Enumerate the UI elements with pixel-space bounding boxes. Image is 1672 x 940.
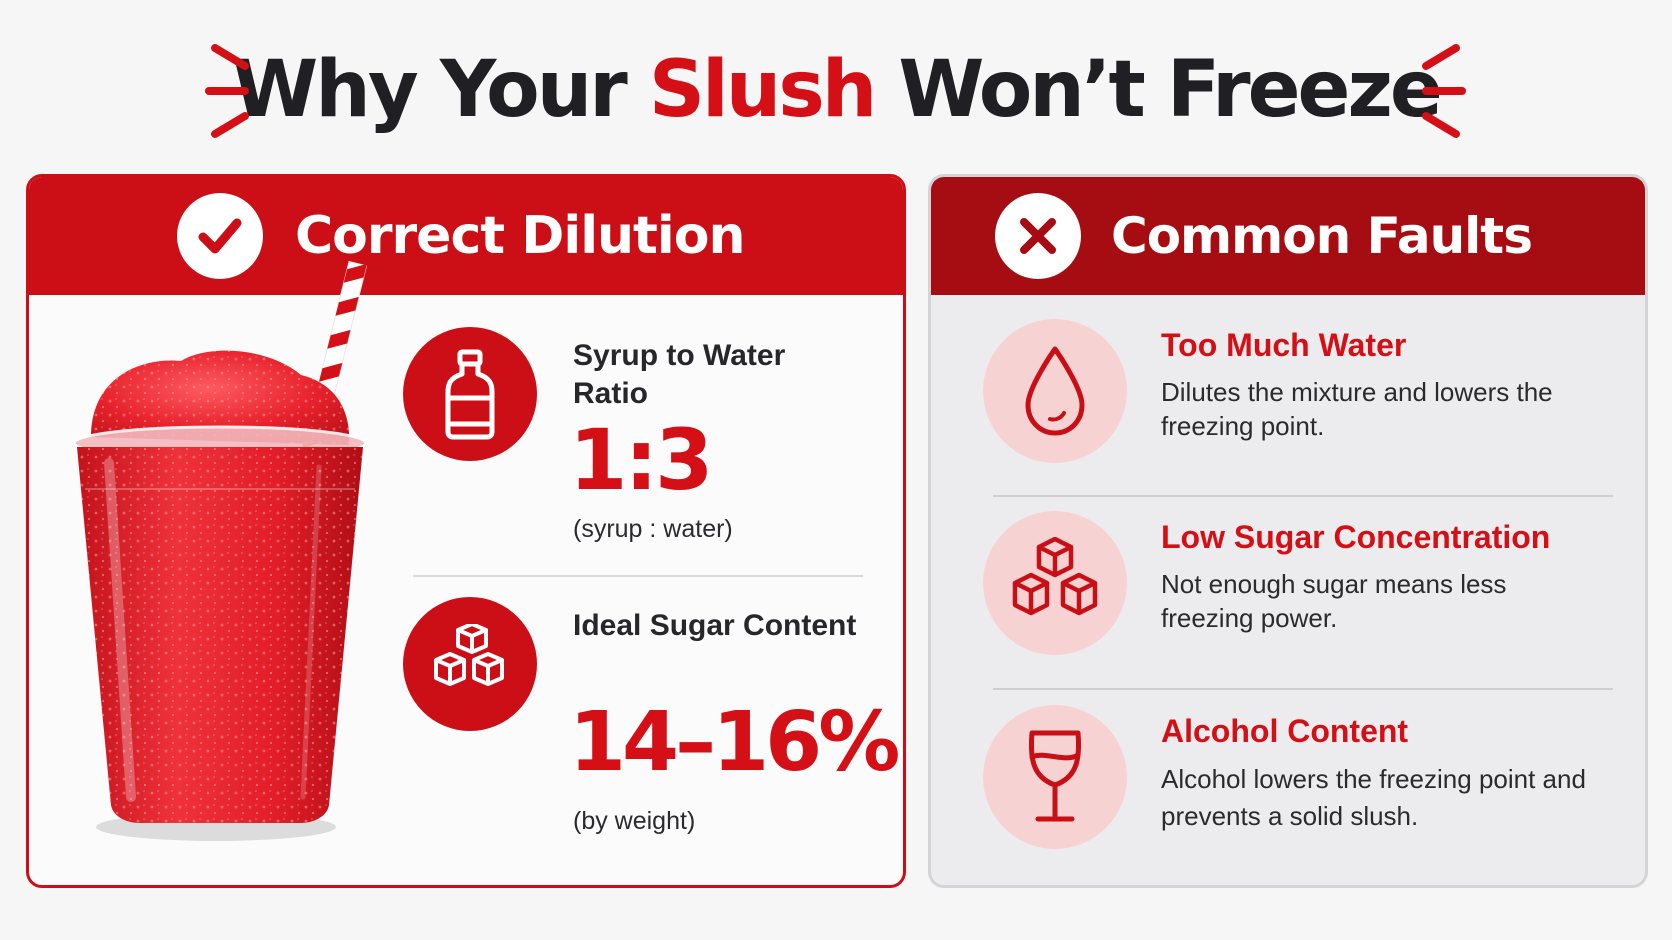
correct-dilution-header: Correct Dilution <box>29 177 903 295</box>
page-title: Why Your Slush Won’t Freeze <box>232 45 1443 135</box>
spec-sugar-note: (by weight) <box>573 807 696 835</box>
fault-description: Alcohol lowers the freezing point and pr… <box>1161 764 1586 831</box>
title-accent: Slush <box>648 45 877 135</box>
fault-description: Dilutes the mixture and lowers the freez… <box>1161 377 1553 441</box>
common-faults-header: Common Faults <box>931 177 1645 295</box>
spec-ratio-label: Syrup to Water Ratio <box>573 339 786 410</box>
water-drop-icon <box>983 319 1127 463</box>
bottle-icon <box>403 327 537 461</box>
checkmark-icon <box>177 193 263 279</box>
fault-divider <box>993 495 1613 497</box>
common-faults-panel: Common Faults Too Much Water Dilutes the… <box>928 174 1648 888</box>
spec-ratio-note: (syrup : water) <box>573 515 733 543</box>
fault-title: Too Much Water <box>1161 327 1407 363</box>
fault-alcohol: Alcohol Content Alcohol lowers the freez… <box>983 705 1623 855</box>
x-icon <box>995 193 1081 279</box>
burst-right-icon <box>1422 44 1466 138</box>
fault-divider <box>993 688 1613 690</box>
spec-ratio-value: 1:3 <box>569 411 713 509</box>
fault-description: Not enough sugar means less freezing pow… <box>1161 569 1507 633</box>
title-part-1: Why Your <box>232 45 649 135</box>
title-part-2: Won’t Freeze <box>874 45 1442 135</box>
spec-sugar-value: 14–16% <box>569 695 900 790</box>
fault-title: Low Sugar Concentration <box>1161 519 1551 555</box>
slush-cup-image <box>72 260 368 841</box>
sugar-cubes-icon <box>983 511 1127 655</box>
common-faults-title: Common Faults <box>1111 207 1533 265</box>
correct-dilution-title: Correct Dilution <box>295 206 745 266</box>
spec-sugar-label: Ideal Sugar Content <box>573 609 857 642</box>
wine-glass-icon <box>983 705 1127 849</box>
fault-too-much-water: Too Much Water Dilutes the mixture and l… <box>983 319 1623 469</box>
header: Why Your Slush Won’t Freeze <box>0 30 1672 150</box>
spec-divider <box>413 575 863 577</box>
fault-title: Alcohol Content <box>1161 713 1409 749</box>
correct-dilution-panel: Correct Dilution <box>26 174 906 888</box>
sugar-cubes-icon <box>403 597 537 731</box>
burst-left-icon <box>205 44 249 138</box>
fault-low-sugar: Low Sugar Concentration Not enough sugar… <box>983 511 1623 661</box>
